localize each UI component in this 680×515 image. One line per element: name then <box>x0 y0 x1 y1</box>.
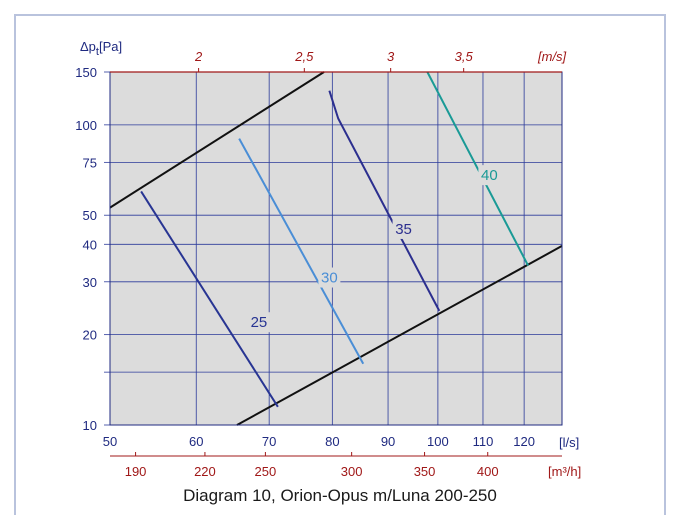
x-top-tick-label: 3 <box>387 49 395 64</box>
y-tick-label: 100 <box>75 118 97 133</box>
x-tick-label: 110 <box>473 434 494 449</box>
x-tick-label: 60 <box>189 434 203 449</box>
x-tick-label: 100 <box>427 434 449 449</box>
y-tick-label: 50 <box>83 208 97 223</box>
series-label-bg <box>247 312 270 333</box>
x-top-tick-label: 3,5 <box>455 49 474 64</box>
series-label-30: 30 <box>321 270 338 287</box>
y-tick-label: 40 <box>83 237 97 252</box>
x-top-unit: [m/s] <box>537 49 567 64</box>
x-tick-label: 70 <box>262 434 276 449</box>
series-line-25 <box>140 190 279 408</box>
y-tick-label: 10 <box>83 418 97 433</box>
axis-labels: 50 60 70 80 90 100 110 120 10 20 30 40 50 75 100 150 190… <box>75 49 535 479</box>
x-tick-label: 90 <box>381 434 395 449</box>
x-tick-label: 120 <box>513 434 535 449</box>
series-label-25: 25 <box>251 314 268 331</box>
chart-marks: 25 30 35 40 <box>109 71 563 426</box>
grid <box>104 71 562 426</box>
x-secondary-tick-label: 190 <box>125 464 147 479</box>
x-secondary-tick-label: 250 <box>255 464 277 479</box>
y-tick-label: 75 <box>83 155 97 170</box>
series-line-30 <box>238 138 365 365</box>
x-secondary-unit: [m³/h] <box>548 464 581 479</box>
y-tick-label: 30 <box>83 275 97 290</box>
plot-area <box>110 72 562 425</box>
limit-line <box>109 71 325 209</box>
series-label-40: 40 <box>481 167 498 184</box>
series-label-bg <box>478 165 501 186</box>
series-line-40 <box>426 71 529 266</box>
series-label-bg <box>392 218 415 239</box>
x-top-tick-label: 2 <box>194 49 203 64</box>
y-axis-label: Δpt[Pa] <box>80 39 122 58</box>
x-secondary-tick-label: 400 <box>477 464 499 479</box>
x-secondary-tick-label: 350 <box>414 464 436 479</box>
diagram-caption: Diagram 10, Orion-Opus m/Luna 200-250 <box>183 486 497 505</box>
series-label-bg <box>318 267 341 288</box>
x-tick-label: 80 <box>325 434 339 449</box>
limit-line <box>236 245 563 426</box>
x-tick-label: 50 <box>103 434 117 449</box>
x-secondary-tick-label: 300 <box>341 464 363 479</box>
series-label-35: 35 <box>395 221 412 238</box>
x-axis-unit: [l/s] <box>559 435 579 450</box>
x-secondary-tick-label: 220 <box>194 464 216 479</box>
x-top-tick-label: 2,5 <box>294 49 314 64</box>
series-line-35 <box>328 90 441 312</box>
y-tick-label: 150 <box>75 65 97 80</box>
y-tick-label: 20 <box>83 328 97 343</box>
